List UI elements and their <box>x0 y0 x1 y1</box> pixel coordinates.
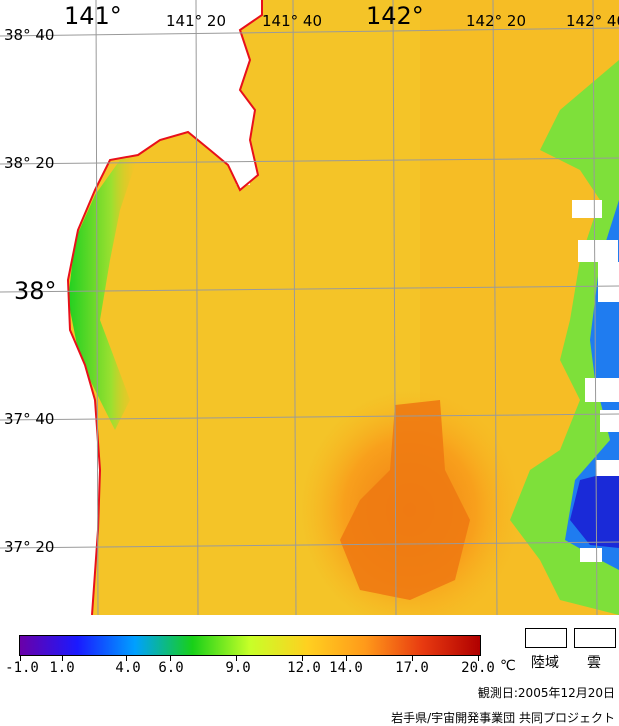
warm-core <box>340 400 470 600</box>
legend-tick <box>62 655 63 661</box>
lon-label-141-40: 141° 40 <box>262 12 322 30</box>
lon-label-141-20: 141° 20 <box>166 12 226 30</box>
lon-label-142-20: 142° 20 <box>466 12 526 30</box>
lat-label-37-20: 37° 20 <box>4 538 55 556</box>
lon-label-142-40: 142° 40 <box>566 12 619 30</box>
legend-tick <box>478 655 479 661</box>
land-area <box>0 0 262 615</box>
legend-tick <box>126 655 127 661</box>
coastline <box>66 0 263 615</box>
legend-tick-label: 9.0 <box>225 660 251 676</box>
legend-tick <box>170 655 171 661</box>
land-swatch <box>525 628 567 648</box>
legend-tick <box>302 655 303 661</box>
temperature-color-scale <box>19 635 481 656</box>
legend-tick-label: 14.0 <box>329 660 363 676</box>
legend-tick-label: 1.0 <box>49 660 75 676</box>
lon-label-141: 141° <box>64 2 122 30</box>
legend-tick <box>346 655 347 661</box>
legend-tick-label: 4.0 <box>115 660 141 676</box>
legend-tick-label: 20.0 <box>461 660 495 676</box>
legend-tick <box>412 655 413 661</box>
observation-date: 観測日:2005年12月20日 <box>477 686 615 700</box>
lat-label-37-40: 37° 40 <box>4 410 55 428</box>
legend-tick-label: 12.0 <box>287 660 321 676</box>
coastal-cold-water <box>68 150 140 430</box>
land-label: 陸域 <box>531 655 559 671</box>
lon-label-142: 142° <box>366 2 424 30</box>
legend-tick-label: 6.0 <box>158 660 184 676</box>
legend-tick <box>20 655 21 661</box>
lat-label-38-20: 38° 20 <box>4 154 55 172</box>
cloud-label: 雲 <box>587 655 601 671</box>
cloud-swatch <box>574 628 616 648</box>
east-cold-deep <box>570 470 619 548</box>
legend-unit: ℃ <box>500 658 516 674</box>
legend-tick-label: -1.0 <box>5 660 39 676</box>
lat-label-38: 38° <box>14 277 57 305</box>
lat-lon-grid <box>0 0 619 615</box>
credit-text: 岩手県/宇宙開発事業団 共同プロジェクト <box>391 711 615 725</box>
sst-map <box>0 0 619 615</box>
lat-label-38-40: 38° 40 <box>4 26 55 44</box>
legend-tick-label: 17.0 <box>395 660 429 676</box>
legend-tick <box>236 655 237 661</box>
